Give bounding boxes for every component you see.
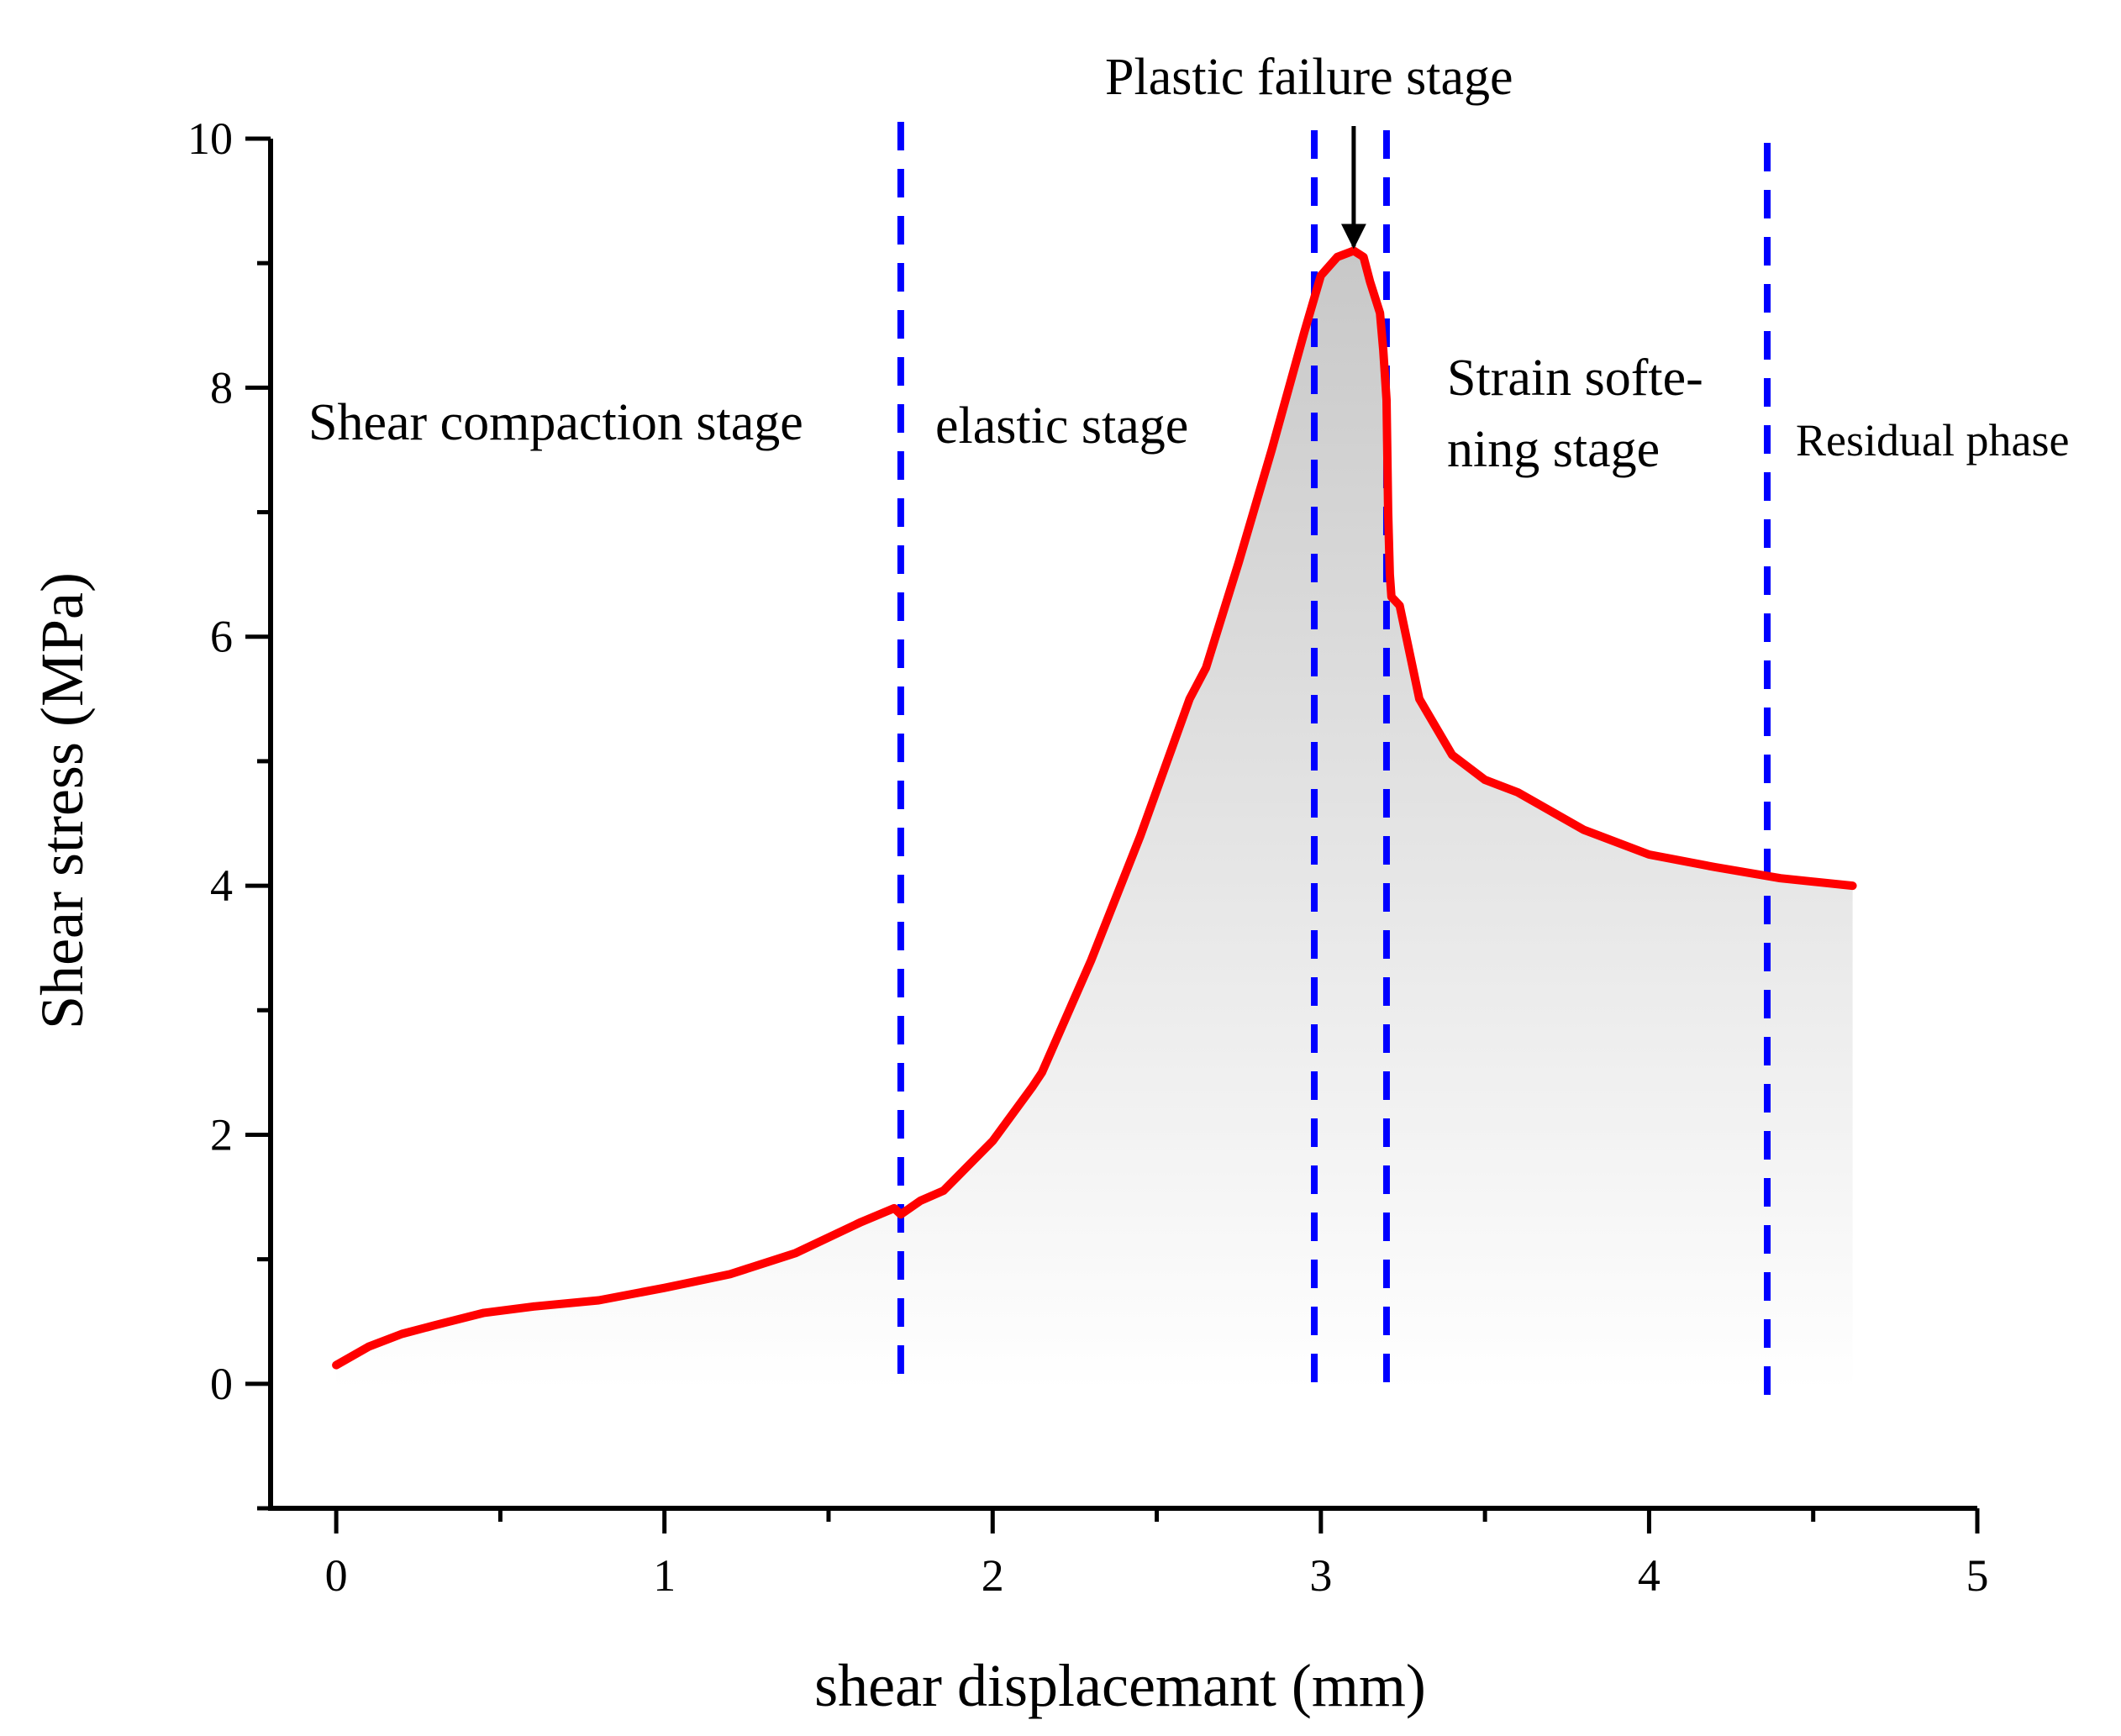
x-axis-ticks: 0 1 2 3 4 5 — [325, 1508, 1989, 1601]
y-tick-label: 4 — [210, 860, 233, 911]
y-axis-title: Shear stress (MPa) — [29, 572, 96, 1029]
area-under-curve — [336, 250, 1853, 1391]
annotation-strain-softening-line1: Strain softe- — [1447, 350, 1703, 407]
annotation-residual: Residual phase — [1796, 415, 2069, 466]
annotation-plastic-failure: Plastic failure stage — [1105, 49, 1513, 106]
annotation-elastic: elastic stage — [935, 397, 1188, 455]
x-tick-label: 2 — [982, 1550, 1004, 1601]
annotation-strain-softening-line2: ning stage — [1447, 421, 1660, 478]
y-tick-label: 10 — [187, 113, 233, 164]
x-tick-label: 0 — [325, 1550, 348, 1601]
y-tick-label: 2 — [210, 1109, 233, 1160]
annotation-shear-compaction: Shear compaction stage — [308, 394, 803, 451]
x-tick-label: 1 — [653, 1550, 676, 1601]
shear-stress-curve — [332, 246, 1857, 1370]
axes: 0 1 2 3 4 5 0 2 4 6 8 10 — [187, 113, 1989, 1601]
stage-annotations: Shear compaction stage elastic stage Pla… — [308, 49, 2069, 478]
plot-area — [332, 122, 1857, 1403]
y-tick-label: 6 — [210, 612, 233, 662]
y-tick-label: 0 — [210, 1359, 233, 1409]
x-tick-label: 5 — [1966, 1550, 1989, 1601]
x-tick-label: 4 — [1638, 1550, 1660, 1601]
y-axis-ticks: 0 2 4 6 8 10 — [187, 113, 271, 1511]
y-tick-label: 8 — [210, 362, 233, 413]
x-tick-label: 3 — [1309, 1550, 1332, 1601]
x-axis-title: shear displacemant (mm) — [814, 1652, 1426, 1719]
